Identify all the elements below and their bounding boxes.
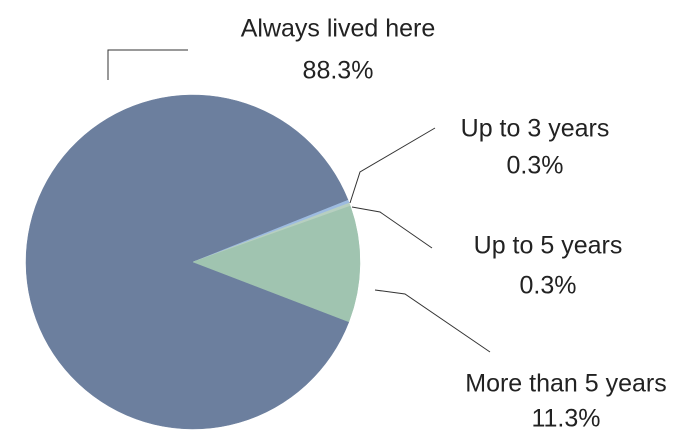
slice-label: Always lived here (241, 15, 436, 43)
slice-label: Up to 3 years (461, 115, 610, 143)
pie-slice (25, 94, 350, 430)
value-label: 11.3% (531, 405, 600, 430)
value-label: 88.3% (303, 57, 374, 85)
leader-line (107, 49, 188, 80)
value-label: 0.3% (507, 152, 564, 180)
leader-line (374, 289, 491, 353)
leader-line (351, 206, 433, 249)
value-label: 0.3% (520, 272, 577, 300)
slice-label: Up to 5 years (474, 232, 623, 260)
pie-slice (192, 205, 361, 323)
leader-line (349, 127, 436, 204)
slice-label: More than 5 years (465, 370, 667, 398)
